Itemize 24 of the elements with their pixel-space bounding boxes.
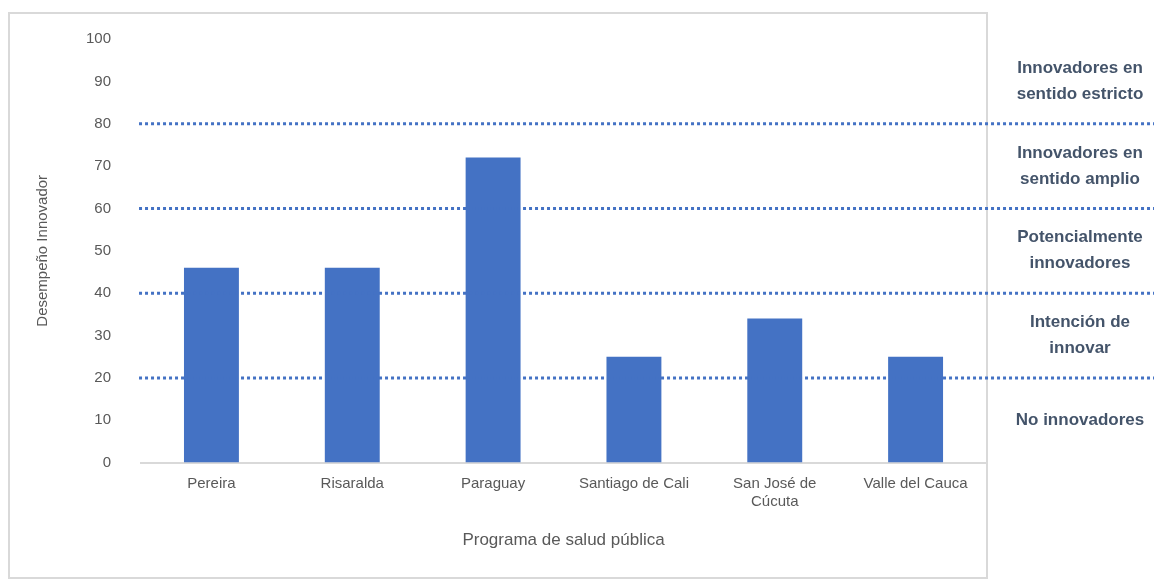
x-tick-label: San José de Cúcuta	[733, 473, 817, 509]
y-tick-label: 20	[94, 368, 112, 386]
y-tick-label: 90	[94, 71, 112, 89]
y-tick-label: 10	[94, 410, 112, 428]
y-tick-label: 60	[94, 198, 112, 216]
y-tick-label: 30	[94, 325, 112, 343]
y-tick-label: 0	[102, 452, 112, 470]
y-tick-label: 80	[94, 113, 112, 131]
x-tick-label: Risaralda	[320, 473, 385, 491]
x-tick-label: Paraguay	[460, 473, 526, 491]
x-tick-label: Pereira	[187, 473, 237, 491]
text: Innovadores en sentido estricto	[1016, 58, 1144, 104]
x-tick-label: Valle del Cauca	[863, 473, 969, 491]
y-tick-label: 50	[94, 240, 112, 258]
y-tick-label: 70	[94, 156, 112, 174]
text: Potencialmente innovadores	[1017, 227, 1143, 273]
y-tick-label: 40	[94, 283, 112, 301]
x-tick-label: Santiago de Cali	[578, 473, 689, 491]
text: Intención de innovar	[1029, 312, 1131, 358]
x-axis-title: Programa de salud pública	[462, 530, 666, 550]
text: No innovadores	[1015, 409, 1145, 429]
y-axis-title: Desempeño Innovador	[33, 174, 51, 327]
text: Innovadores en sentido amplio	[1017, 142, 1143, 188]
y-tick-label: 100	[86, 29, 112, 47]
